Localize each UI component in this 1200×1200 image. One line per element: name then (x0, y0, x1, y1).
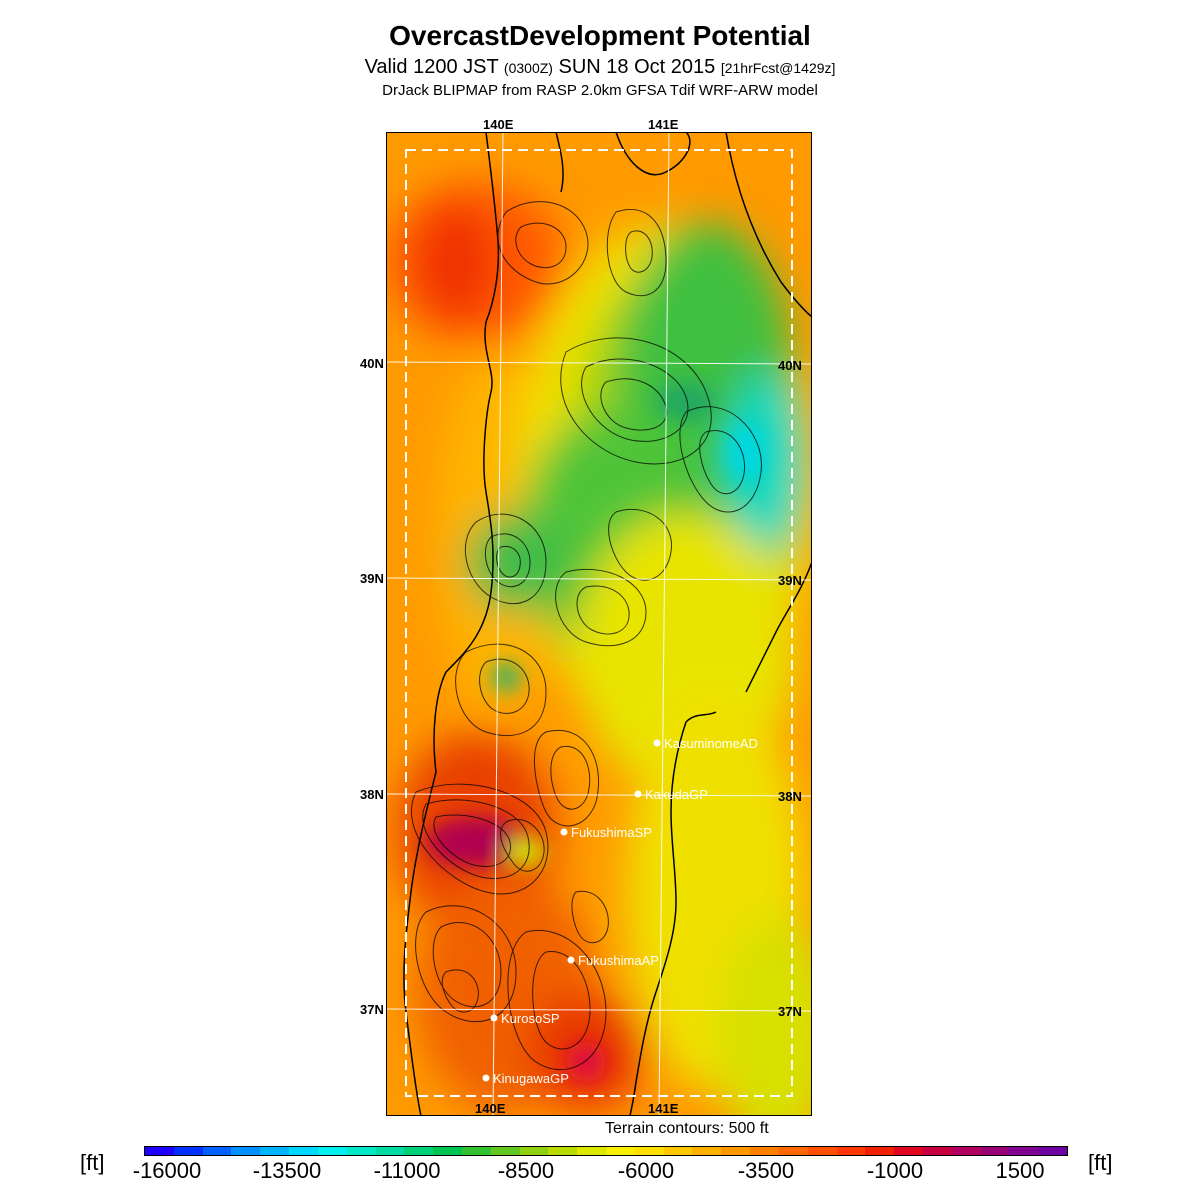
colorbar-swatch (145, 1147, 174, 1155)
colorbar-swatch (663, 1147, 693, 1155)
lon-label-bottom-140e: 140E (475, 1101, 506, 1116)
valid-date: SUN 18 Oct 2015 (552, 56, 721, 78)
location-label: FukushimaAP (578, 953, 659, 968)
colorbar-swatch (634, 1147, 664, 1155)
lon-label-top-140e: 140E (483, 117, 514, 132)
colorbar-swatch (461, 1147, 491, 1155)
lat-label-left-39n: 39N (360, 571, 384, 586)
colorbar-tick: -13500 (252, 1158, 322, 1183)
lat-label-right-40n: 40N (778, 358, 802, 373)
map-canvas: KasuminomeAD KakudaGP FukushimaSP Fukush… (385, 131, 836, 1152)
colorbar-swatch (490, 1147, 520, 1155)
colorbar-swatch (721, 1147, 751, 1155)
colorbar-unit-left: [ft] (80, 1150, 105, 1175)
model-description: DrJack BLIPMAP from RASP 2.0km GFSA Tdif… (382, 82, 818, 99)
forecast-map[interactable]: KasuminomeAD KakudaGP FukushimaSP Fukush… (385, 131, 836, 1152)
location-kurososp[interactable]: KurosoSP (490, 1011, 560, 1026)
colorbar-swatch (778, 1147, 808, 1155)
colorbar-tick: -6000 (617, 1158, 675, 1183)
lat-lon-grid (385, 131, 813, 1117)
colorbar-unit-right: [ft] (1088, 1150, 1113, 1175)
location-markers: KasuminomeAD KakudaGP FukushimaSP Fukush… (482, 736, 758, 1086)
colorbar-swatch (922, 1147, 952, 1155)
location-fukushimasp[interactable]: FukushimaSP (560, 825, 652, 840)
lon-label-bottom-141e: 141E (648, 1101, 679, 1116)
colorbar-swatch (865, 1147, 895, 1155)
location-label: KakudaGP (645, 787, 708, 802)
colorbar-swatch (1038, 1147, 1067, 1155)
location-kasuminomead[interactable]: KasuminomeAD (653, 736, 758, 751)
valid-time-text: Valid 1200 JST (364, 56, 504, 78)
colorbar-swatch (951, 1147, 981, 1155)
colorbar-swatch (836, 1147, 866, 1155)
colorbar-swatch (173, 1147, 203, 1155)
location-label: KinugawaGP (493, 1071, 569, 1086)
colorbar-tick: -16000 (132, 1158, 202, 1183)
map-frame (386, 132, 812, 1116)
location-fukushimaap[interactable]: FukushimaAP (567, 953, 659, 968)
colorbar-swatch (231, 1147, 261, 1155)
colorbar-swatch (375, 1147, 405, 1155)
location-label: KasuminomeAD (664, 736, 758, 751)
terrain-contours (410, 201, 762, 1071)
colorbar-swatch (289, 1147, 318, 1155)
utc-time: (0300Z) (503, 60, 553, 76)
colorbar-tick: -1000 (866, 1158, 924, 1183)
colorbar-swatch (548, 1147, 578, 1155)
colorbar-swatch (404, 1147, 434, 1155)
colorbar-tick: 1500 (995, 1158, 1045, 1183)
lat-label-right-37n: 37N (778, 1004, 802, 1019)
forecast-info: [21hrFcst@1429z] (720, 60, 836, 76)
colorbar-swatch (750, 1147, 779, 1155)
location-label: FukushimaSP (571, 825, 652, 840)
colorbar-tick: -11000 (373, 1158, 441, 1183)
lat-label-right-38n: 38N (778, 789, 802, 804)
colorbar-swatch (577, 1147, 606, 1155)
valid-time-line: Valid 1200 JST (0300Z) SUN 18 Oct 2015 [… (0, 56, 1200, 79)
colorbar-tick: -8500 (497, 1158, 555, 1183)
colorbar-swatch (1009, 1147, 1039, 1155)
lat-label-left-38n: 38N (360, 787, 384, 802)
location-kinugawagp[interactable]: KinugawaGP (482, 1071, 569, 1086)
colorbar-swatch (202, 1147, 232, 1155)
lat-label-left-40n: 40N (360, 356, 384, 371)
terrain-contour-note: Terrain contours: 500 ft (605, 1120, 769, 1137)
colorbar-swatch (433, 1147, 462, 1155)
colorbar-tick: -3500 (737, 1158, 795, 1183)
lon-label-top-141e: 141E (648, 117, 679, 132)
colorbar-swatch (807, 1147, 837, 1155)
colorbar-swatch (346, 1147, 376, 1155)
location-kakudagp[interactable]: KakudaGP (634, 787, 708, 802)
location-label: KurosoSP (501, 1011, 560, 1026)
domain-boundary (405, 149, 793, 1097)
colorbar-swatch (317, 1147, 347, 1155)
colorbar-swatch (260, 1147, 290, 1155)
lat-label-right-39n: 39N (778, 573, 802, 588)
colorbar-swatch (606, 1147, 635, 1155)
colorbar (144, 1146, 1068, 1156)
colorbar-swatch (980, 1147, 1010, 1155)
colorbar-swatch (894, 1147, 923, 1155)
colorbar-swatch (692, 1147, 722, 1155)
lat-label-left-37n: 37N (360, 1002, 384, 1017)
colorbar-swatch (519, 1147, 549, 1155)
map-title: OvercastDevelopment Potential (389, 20, 811, 51)
